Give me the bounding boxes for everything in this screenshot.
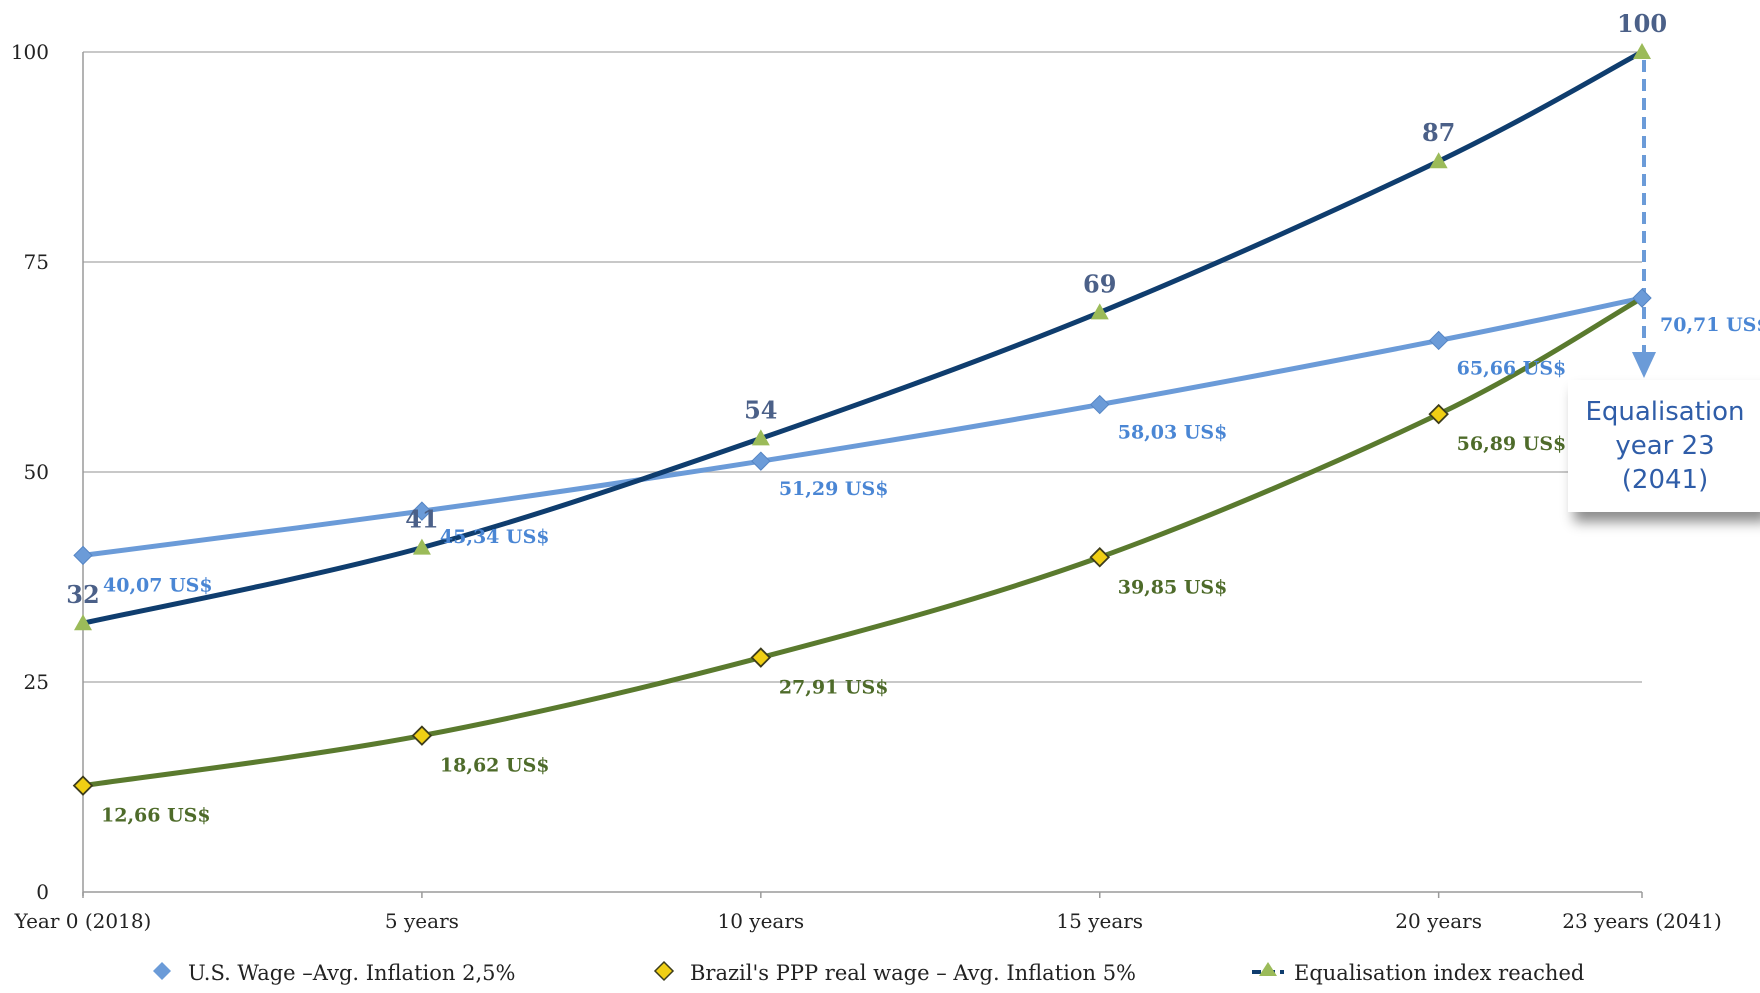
y-tick-label: 75 [24,250,49,274]
x-tick-label: 23 years (2041) [1562,909,1722,933]
data-point-brazil [411,725,433,746]
data-point-equalisation [751,429,770,446]
x-tick-label: 15 years [1056,909,1143,933]
series-layer [72,43,1656,796]
legend-label: Equalisation index reached [1294,961,1584,985]
data-label-brazil: 27,91 US$ [779,677,889,699]
data-point-brazil [750,647,772,668]
y-tick-label: 0 [36,880,49,904]
x-tick-label: 5 years [385,909,459,933]
data-point-us [412,501,432,521]
data-label-equalisation: 100 [1617,9,1667,38]
data-label-brazil: 56,89 US$ [1457,433,1567,455]
data-point-equalisation [1429,152,1448,169]
callout-line-2: year 23 [1615,431,1715,461]
data-point-equalisation [412,538,431,555]
x-tick-label: Year 0 (2018) [14,909,152,933]
x-tick-label: 10 years [717,909,804,933]
data-label-brazil: 12,66 US$ [101,805,211,827]
data-point-equalisation [74,614,92,631]
equalisation-arrow-head [1632,352,1656,378]
callout-line-3: (2041) [1621,465,1709,495]
data-point-us [1090,394,1110,415]
data-point-us [1632,288,1652,308]
data-point-us [751,451,771,471]
data-point-brazil [1089,546,1111,568]
data-label-us: 40,07 US$ [103,574,213,596]
axes: 0 25 50 75 100 Year 0 (2018) 5 years 10 years 15… [11,40,1722,933]
data-label-brazil: 18,62 US$ [440,755,550,777]
data-label-us: 51,29 US$ [779,478,889,500]
y-tick-label: 100 [11,40,49,64]
data-label-equalisation: 69 [1083,269,1116,298]
legend-label: Brazil's PPP real wage – Avg. Inflation … [690,961,1136,985]
data-point-us [1428,330,1449,351]
legend-marker-brazil [653,960,675,982]
legend: U.S. Wage –Avg. Inflation 2,5% Brazil's P… [153,960,1584,985]
data-point-us [73,545,93,566]
y-tick-label: 25 [24,670,49,694]
series-line-1 [80,295,1645,789]
y-tick-label: 50 [24,460,49,484]
data-label-equalisation: 54 [744,395,777,424]
data-point-equalisation [1090,303,1109,320]
legend-label: U.S. Wage –Avg. Inflation 2,5% [188,961,515,985]
data-label-equalisation: 87 [1422,118,1455,147]
gridlines [83,51,1642,683]
series-line-2 [80,49,1645,626]
legend-marker-us [153,962,171,980]
data-label-brazil: 39,85 US$ [1118,576,1228,598]
callout-line-1: Equalisation [1585,397,1745,427]
data-point-brazil [72,775,94,796]
data-label-us: 70,71 US$ [1660,314,1760,336]
data-label-us: 45,34 US$ [440,526,550,548]
x-tick-label: 20 years [1395,909,1482,933]
legend-marker-equalisation [1259,962,1277,976]
data-label-us: 58,03 US$ [1118,422,1228,444]
data-label-equalisation: 32 [66,580,99,609]
data-label-us: 65,66 US$ [1457,357,1567,379]
data-point-brazil [1428,403,1449,425]
equalisation-callout: Equalisation year 23 (2041) [1568,380,1760,512]
data-labels: 40,07 US$ 45,34 US$ 51,29 US$ 58,03 US$ 65,6… [66,9,1760,827]
data-label-equalisation: 41 [405,505,438,534]
data-point-equalisation [1633,43,1651,59]
